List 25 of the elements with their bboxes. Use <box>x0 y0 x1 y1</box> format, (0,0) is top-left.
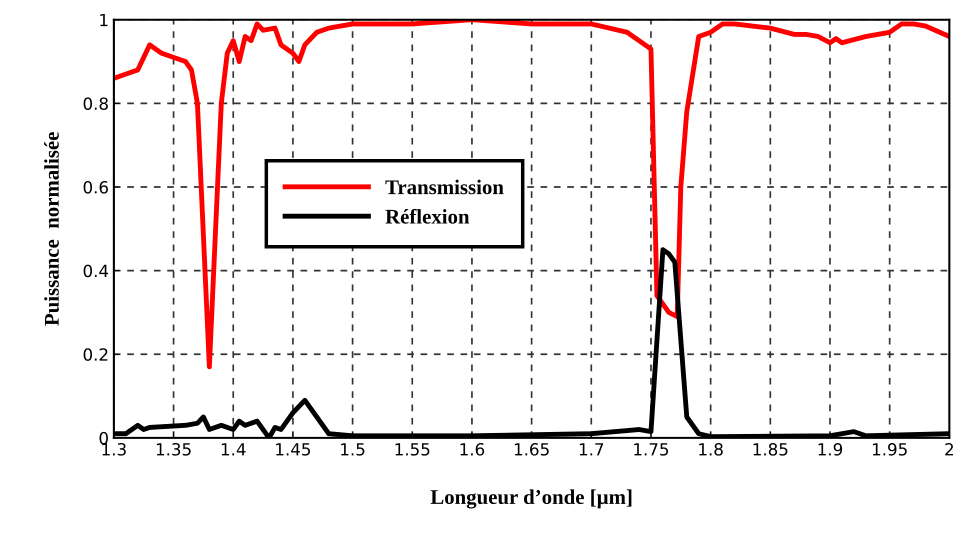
y-axis-title: Puissance normalisée <box>44 132 59 326</box>
legend-label: Transmission <box>385 180 504 194</box>
x-tick-label: 1.95 <box>872 443 907 456</box>
x-tick-label: 1.5 <box>341 443 364 456</box>
x-tick-label: 1.7 <box>580 443 604 456</box>
y-tick-label: 0 <box>100 432 108 444</box>
y-tick-label: 0.2 <box>84 348 108 361</box>
y-tick-label: 0.6 <box>84 180 108 194</box>
x-tick-label: 1.55 <box>396 443 430 456</box>
x-tick-label: 1.85 <box>754 443 788 456</box>
x-tick-label: 1.8 <box>699 443 723 456</box>
x-axis-title: Longueur d’onde [µm] <box>430 489 632 508</box>
x-tick-label: 1.3 <box>102 443 126 456</box>
x-tick-label: 1.6 <box>460 443 484 456</box>
x-tick-label: 1.45 <box>276 443 310 456</box>
y-tick-label: 1 <box>100 14 108 26</box>
y-tick-label: 0.8 <box>84 97 108 110</box>
x-tick-label: 1.35 <box>156 443 191 456</box>
y-tick-label: 0.4 <box>84 264 108 278</box>
x-tick-label: 1.4 <box>222 443 246 456</box>
x-tick-label: 1.65 <box>514 443 549 456</box>
legend-label: Réflexion <box>385 208 470 224</box>
x-tick-label: 1.9 <box>818 443 842 456</box>
x-tick-label: 2 <box>945 443 953 456</box>
x-tick-label: 1.75 <box>634 443 668 456</box>
